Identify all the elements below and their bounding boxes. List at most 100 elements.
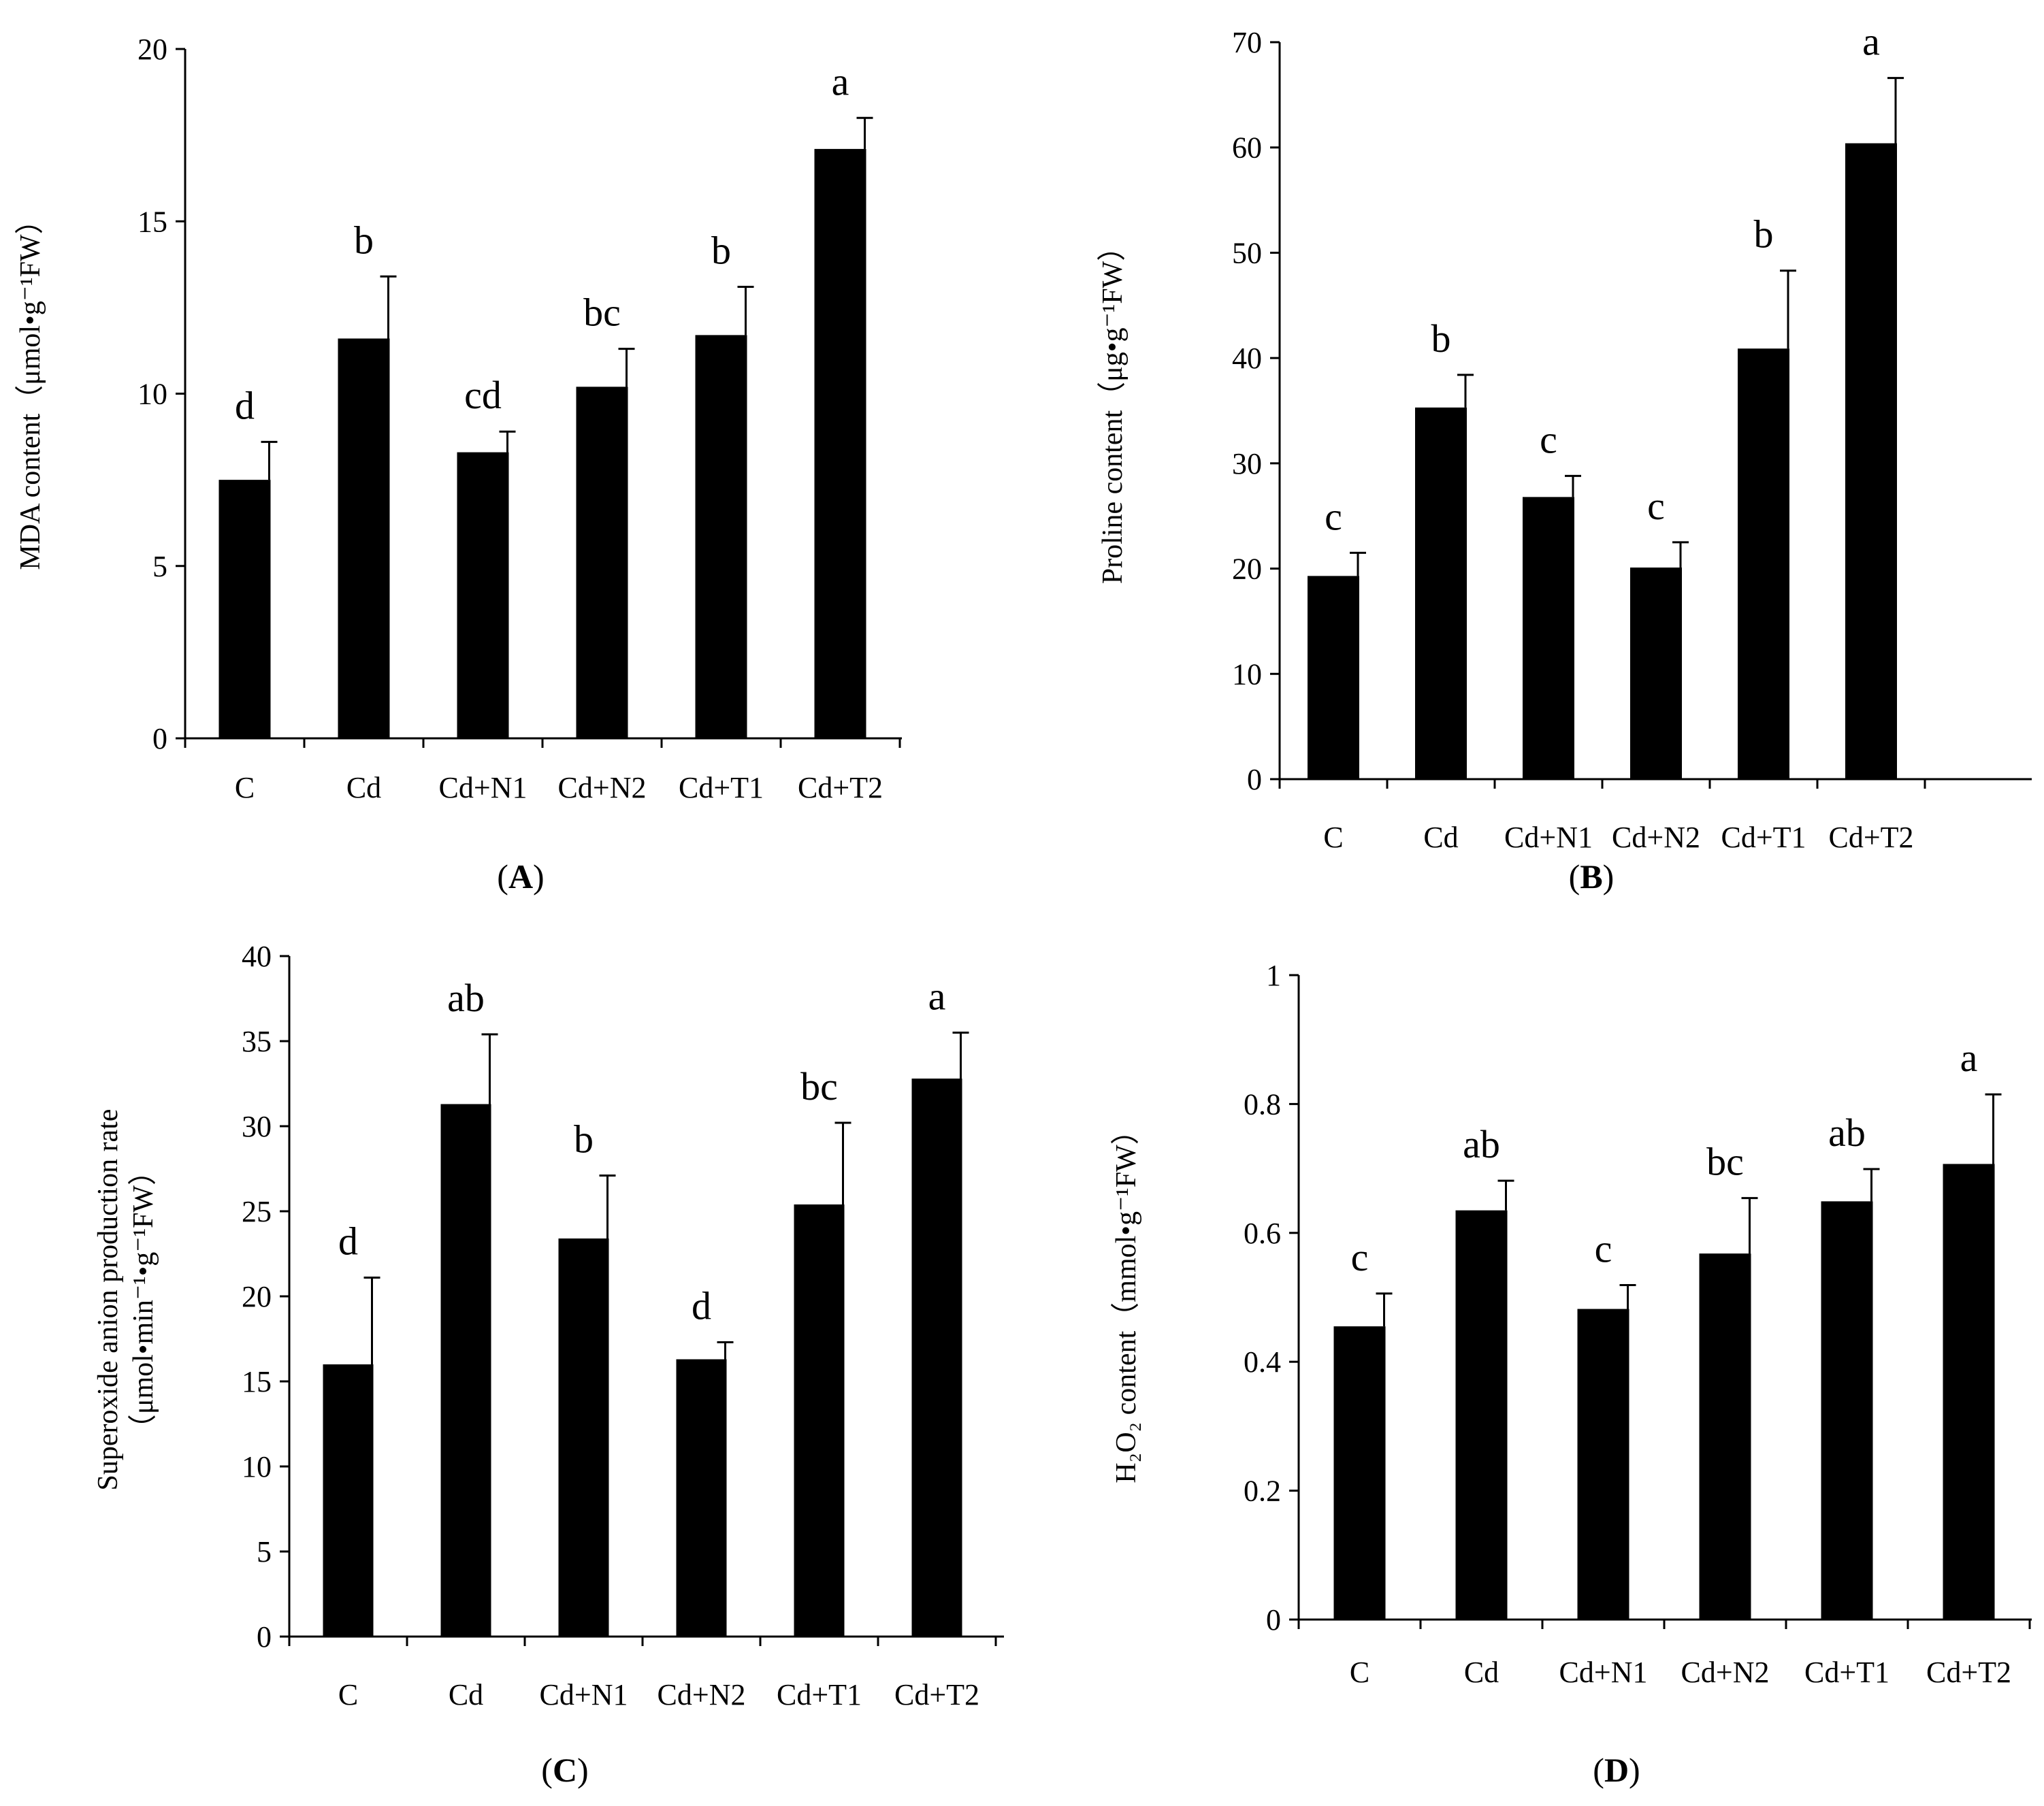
bar-cd <box>440 1104 491 1637</box>
y-tick-label: 20 <box>137 33 167 66</box>
significance-letter: a <box>832 59 849 103</box>
y-tick-label: 70 <box>1232 26 1262 59</box>
x-category-label: Cd+T2 <box>894 1678 979 1711</box>
bar-cd-n1 <box>1577 1309 1629 1620</box>
y-tick-label: 0.2 <box>1244 1475 1281 1508</box>
y-tick-label: 35 <box>242 1025 272 1058</box>
y-tick-label: 0 <box>152 722 167 755</box>
y-tick-label: 0.4 <box>1244 1345 1281 1379</box>
bar-cd-t2 <box>1845 143 1897 780</box>
significance-letter: b <box>1754 212 1774 257</box>
significance-letter: ab <box>1828 1111 1866 1155</box>
y-tick-label: 0.8 <box>1244 1087 1281 1121</box>
significance-letter: c <box>1351 1235 1369 1279</box>
significance-letter: d <box>692 1284 711 1328</box>
bar-cd <box>1455 1210 1508 1620</box>
panel-label: (A) <box>497 857 544 896</box>
bar-cd-n2 <box>1630 568 1682 779</box>
bar-cd-t1 <box>695 335 747 738</box>
panel-label: (C) <box>541 1751 588 1789</box>
y-axis-label: Proline content（μg•g⁻¹FW） <box>1097 233 1129 584</box>
x-category-label: Cd+T2 <box>1926 1656 2011 1689</box>
x-category-label: Cd <box>1423 821 1458 854</box>
panel-c-superoxide-chart: 0 5 10 15 20 25 30 35 40 d Cab Cd b Cd+N1 d Cd+N2 bc Cd+T… <box>93 940 1004 1789</box>
significance-letter: d <box>235 383 255 427</box>
significance-letter: bc <box>1706 1140 1744 1184</box>
bar-cd-t1 <box>1821 1201 1873 1620</box>
panel-label: (B) <box>1569 857 1615 896</box>
bar-cd-t2 <box>814 148 866 738</box>
y-tick-label: 20 <box>242 1280 272 1313</box>
y-axis-label: H₂O₂ content（mmol•g⁻¹FW） <box>1111 1116 1142 1483</box>
y-tick-label: 5 <box>257 1535 272 1569</box>
x-category-label: Cd <box>1464 1656 1499 1689</box>
x-category-label: Cd+T2 <box>1828 821 1913 854</box>
significance-letter: a <box>1862 20 1880 64</box>
y-tick-label: 60 <box>1232 131 1262 165</box>
x-category-label: C <box>1323 821 1343 854</box>
y-axis-label-units: （μmol•min⁻¹•g⁻¹FW） <box>128 1157 159 1443</box>
bar-c <box>1308 576 1359 779</box>
y-axis-label: MDA content（μmol•g⁻¹FW） <box>15 206 46 570</box>
panel-b-proline-chart: 0 10 20 30 40 50 60 70 c Cb Cd c Cd+N1 c Cd+N2 b Cd+T1 a C… <box>1097 20 2032 896</box>
x-category-label: C <box>235 771 255 804</box>
y-tick-label: 15 <box>242 1365 272 1398</box>
significance-letter: b <box>354 218 374 262</box>
y-tick-label: 0 <box>1247 763 1262 796</box>
bar-cd-n2 <box>676 1359 727 1637</box>
y-tick-label: 10 <box>137 378 167 411</box>
x-category-label: Cd+T1 <box>679 771 764 804</box>
bar-cd-n2 <box>1699 1253 1751 1620</box>
x-category-label: Cd+N1 <box>439 771 528 804</box>
bar-cd <box>338 338 390 739</box>
bar-c <box>323 1364 374 1637</box>
y-tick-label: 1 <box>1266 959 1281 992</box>
x-category-label: C <box>1350 1656 1369 1689</box>
bar-cd <box>1415 407 1467 779</box>
panel-d-h2o2-chart: 0 0.2 0.4 0.6 0.8 1 c Cab Cd c Cd+N1 bc Cd+N2 ab Cd+T1… <box>1111 959 2032 1789</box>
significance-letter: bc <box>800 1064 838 1109</box>
bar-cd-n1 <box>457 452 509 738</box>
significance-letter: d <box>338 1219 358 1264</box>
y-tick-label: 0 <box>257 1620 272 1654</box>
significance-letter: c <box>1325 494 1342 538</box>
bar-cd-t2 <box>911 1079 962 1637</box>
significance-letter: c <box>1595 1227 1612 1271</box>
y-tick-label: 10 <box>1232 657 1262 691</box>
y-tick-label: 30 <box>1232 447 1262 480</box>
y-tick-label: 40 <box>242 940 272 973</box>
x-category-label: Cd+T2 <box>798 771 883 804</box>
x-category-label: C <box>338 1678 358 1711</box>
y-tick-label: 15 <box>137 205 167 238</box>
x-category-label: Cd+N2 <box>1612 821 1700 854</box>
x-category-label: Cd+T1 <box>1804 1656 1889 1689</box>
y-tick-label: 50 <box>1232 236 1262 269</box>
bar-cd-t1 <box>1738 348 1789 779</box>
y-tick-label: 30 <box>242 1110 272 1143</box>
bar-c <box>1333 1326 1386 1620</box>
significance-letter: ab <box>1463 1122 1500 1166</box>
significance-letter: a <box>928 974 946 1019</box>
y-tick-label: 0.6 <box>1244 1217 1281 1250</box>
x-category-label: Cd+N2 <box>558 771 647 804</box>
x-category-label: Cd+N1 <box>540 1678 628 1711</box>
bar-cd-n1 <box>558 1238 609 1637</box>
y-tick-label: 25 <box>242 1195 272 1228</box>
y-tick-label: 0 <box>1266 1603 1281 1637</box>
panel-label: (D) <box>1593 1751 1640 1789</box>
x-category-label: Cd <box>449 1678 483 1711</box>
significance-letter: a <box>1960 1036 1978 1080</box>
x-category-label: Cd+N2 <box>658 1678 746 1711</box>
significance-letter: b <box>711 228 731 272</box>
significance-letter: b <box>574 1117 594 1162</box>
significance-letter: ab <box>447 976 485 1020</box>
y-tick-label: 5 <box>152 550 167 583</box>
bar-c <box>218 480 271 738</box>
y-tick-label: 20 <box>1232 553 1262 586</box>
x-category-label: Cd+T1 <box>1721 821 1806 854</box>
y-tick-label: 40 <box>1232 342 1262 375</box>
bar-cd-t2 <box>1943 1164 1995 1620</box>
panel-a-mda-chart: 0 5 10 15 20 d Cb Cd cd Cd+N1 bc Cd+N2 b Cd+T1 a Cd+T2 M… <box>15 33 902 896</box>
bar-cd-t1 <box>794 1204 845 1637</box>
